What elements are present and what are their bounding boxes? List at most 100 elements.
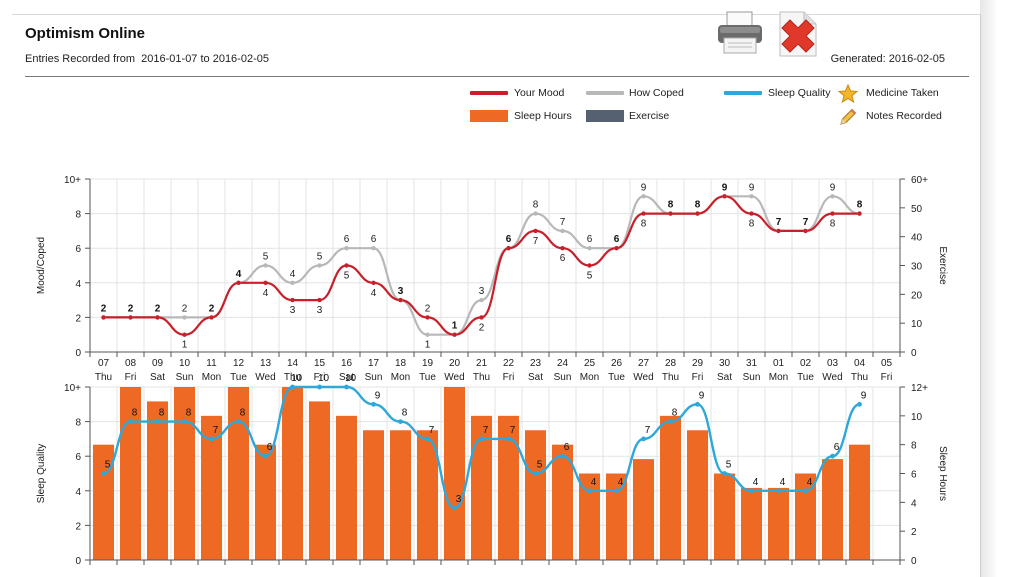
report-page: Optimism Online Entries Recorded from 20… [12,10,980,567]
weekday-label: Fri [503,372,515,383]
weekday-label: Mon [202,372,221,383]
sleep-quality-point [560,453,565,459]
weekday-label: Fri [692,372,704,383]
your-mood-point [479,315,484,320]
sleep-quality-data-label: 3 [456,494,462,505]
mood-coped-data-label: 7 [803,217,809,228]
your-mood-data-label: 3 [317,305,323,316]
date-label: 07 [98,358,110,369]
sleep-quality-data-label: 4 [618,477,624,488]
sleep-quality-point [668,419,673,424]
sleep-quality-data-label: 10 [345,373,357,384]
bottom-ytick-label: 8 [75,418,81,429]
date-label: 12 [233,358,245,369]
weekday-label: Tue [419,372,436,383]
date-label: 01 [773,358,785,369]
how-coped-point [641,194,646,199]
how-coped-data-label: 4 [290,269,296,280]
sleep-quality-data-label: 5 [726,460,732,471]
top-ytick-label: 0 [75,348,81,359]
date-label: 05 [881,358,893,369]
sleep-quality-point [641,436,646,442]
your-mood-point [128,315,133,320]
your-mood-point [155,315,160,320]
your-mood-point [344,263,349,268]
your-mood-point [263,280,268,285]
date-label: 25 [584,358,596,369]
bottom-yrtick-label: 2 [911,527,917,538]
date-label: 31 [746,358,758,369]
your-mood-data-label: 5 [587,271,593,282]
sleep-hours-bar [821,459,844,560]
sleep-hours-bar [443,387,466,560]
pencil-icon [838,107,858,132]
sleep-quality-data-label: 8 [672,408,678,419]
how-coped-point [533,211,538,216]
bottom-yrtick-label: 4 [911,498,917,509]
sleep-hours-bar [605,473,628,560]
weekday-label: Wed [633,372,653,383]
legend-medicine-taken: Medicine Taken [866,87,939,99]
legend-sleep-quality-swatch [724,91,762,95]
sleep-hours-bar [578,473,601,560]
page-edge-line [980,14,981,577]
legend-exercise: Exercise [629,110,670,122]
how-coped-data-label: 9 [749,182,755,193]
sleep-quality-point [506,436,511,442]
printer-icon[interactable] [716,11,764,55]
date-label: 20 [449,358,461,369]
sleep-hours-bar [767,487,790,560]
delete-document-icon[interactable] [772,10,820,58]
sleep-quality-data-label: 6 [834,442,840,453]
sleep-hours-bar [119,387,142,560]
page-top-border [12,14,980,15]
sleep-quality-point [182,419,187,424]
date-label: 13 [260,358,272,369]
bottom-yrtick-label: 8 [911,441,917,452]
sleep-quality-point [344,384,349,390]
your-mood-point [668,211,673,216]
sleep-quality-point [209,436,214,442]
sleep-hours-bar [497,415,520,560]
date-label: 04 [854,358,866,369]
top-ylabel-right: Exercise [937,246,948,285]
weekday-label: Fri [314,372,326,383]
sleep-quality-point [533,471,538,476]
mood-coped-data-label: 1 [452,321,458,332]
legend-sleep-hours-swatch [470,110,508,122]
mood-coped-data-label: 2 [209,303,215,314]
bottom-yrtick-label: 6 [911,470,917,481]
legend-mood-swatch [470,91,508,95]
weekday-label: Sun [554,372,572,383]
star-icon [837,83,859,109]
sleep-quality-point [290,384,295,390]
sleep-quality-point [722,471,727,476]
how-coped-point [587,246,592,251]
top-yrtick-label: 50 [911,204,923,215]
your-mood-point [857,211,862,216]
top-ytick-label: 2 [75,313,81,324]
top-yrtick-label: 40 [911,233,923,244]
how-coped-data-label: 8 [533,200,539,211]
your-mood-point [371,280,376,285]
date-label: 28 [665,358,677,369]
how-coped-data-label: 5 [263,252,269,263]
how-coped-point [344,246,349,251]
weekday-label: Thu [95,372,112,383]
how-coped-point [317,263,322,268]
report-title: Optimism Online [25,25,146,42]
your-mood-point [533,228,538,234]
bottom-ytick-label: 2 [75,521,81,532]
top-yrtick-label: 30 [911,262,923,273]
sleep-hours-bar [281,387,304,560]
your-mood-data-label: 2 [479,322,485,333]
your-mood-point [398,297,403,303]
sleep-quality-data-label: 7 [213,425,219,436]
how-coped-data-label: 3 [479,286,485,297]
bottom-yrtick-label: 10 [911,412,923,423]
how-coped-point [290,280,295,285]
how-coped-point [560,228,565,234]
bottom-ylabel-right: Sleep Hours [937,446,948,501]
weekday-label: Fri [881,372,893,383]
